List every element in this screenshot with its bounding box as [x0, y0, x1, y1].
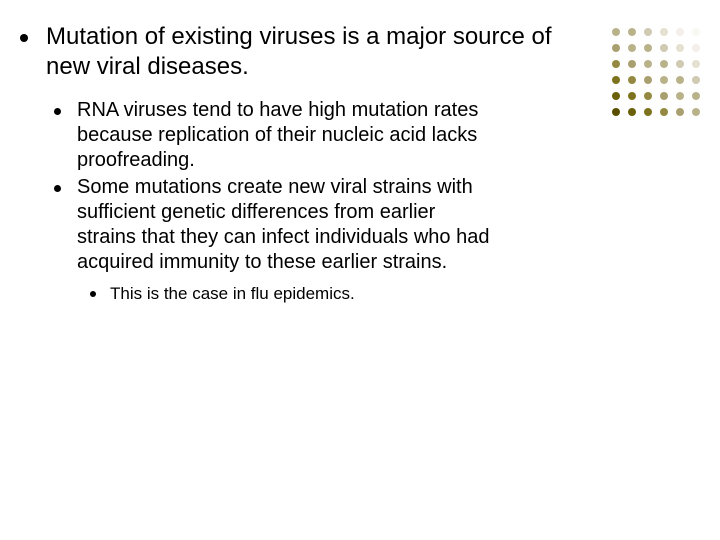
deco-dot [612, 92, 620, 100]
deco-dot [692, 28, 700, 36]
bullet-level2: Some mutations create new viral strains … [54, 175, 574, 275]
slide: Mutation of existing viruses is a major … [0, 0, 720, 540]
deco-dot [676, 44, 684, 52]
level2-text: RNA viruses tend to have high mutation r… [77, 98, 497, 173]
bullet-level2: RNA viruses tend to have high mutation r… [54, 98, 574, 173]
deco-dot [628, 76, 636, 84]
corner-dot-decoration [612, 28, 702, 118]
deco-dot [644, 92, 652, 100]
level1-text: Mutation of existing viruses is a major … [46, 22, 580, 82]
deco-dot [644, 60, 652, 68]
deco-dot [660, 28, 668, 36]
deco-dot [692, 108, 700, 116]
bullet-dot-icon [54, 108, 61, 115]
deco-dot [676, 76, 684, 84]
bullet-level2-group: RNA viruses tend to have high mutation r… [54, 98, 574, 304]
deco-dot [660, 76, 668, 84]
deco-dot [660, 60, 668, 68]
deco-dot [612, 44, 620, 52]
deco-dot [628, 108, 636, 116]
deco-dot [692, 92, 700, 100]
deco-dot [676, 108, 684, 116]
bullet-level1: Mutation of existing viruses is a major … [20, 22, 580, 82]
level2-text: Some mutations create new viral strains … [77, 175, 497, 275]
deco-dot [612, 28, 620, 36]
deco-dot [612, 60, 620, 68]
deco-dot [628, 60, 636, 68]
bullet-dot-icon [90, 291, 96, 297]
deco-dot [660, 108, 668, 116]
deco-dot [676, 92, 684, 100]
deco-dot [676, 28, 684, 36]
deco-dot [692, 60, 700, 68]
bullet-dot-icon [54, 185, 61, 192]
deco-dot [676, 60, 684, 68]
deco-dot [692, 76, 700, 84]
deco-dot [612, 108, 620, 116]
deco-dot [612, 76, 620, 84]
level3-text: This is the case in flu epidemics. [110, 283, 355, 304]
deco-dot [628, 92, 636, 100]
deco-dot [628, 28, 636, 36]
deco-dot [628, 44, 636, 52]
deco-dot [660, 44, 668, 52]
deco-dot [644, 28, 652, 36]
bullet-dot-icon [20, 34, 28, 42]
deco-dot [692, 44, 700, 52]
deco-dot [660, 92, 668, 100]
bullet-level3-group: This is the case in flu epidemics. [90, 283, 574, 304]
deco-dot [644, 76, 652, 84]
deco-dot [644, 108, 652, 116]
deco-dot [644, 44, 652, 52]
bullet-level3: This is the case in flu epidemics. [90, 283, 574, 304]
